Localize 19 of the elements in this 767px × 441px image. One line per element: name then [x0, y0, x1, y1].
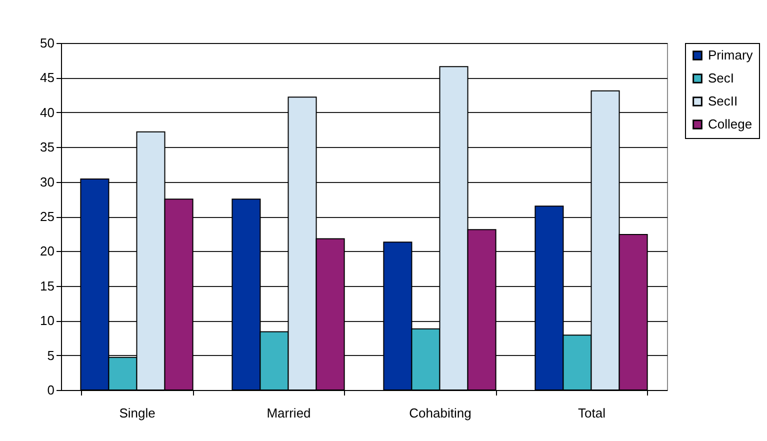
legend-label: Primary [708, 48, 754, 62]
legend-label: SecI [708, 70, 734, 86]
x-tick-label: Married [266, 406, 311, 420]
x-tick-label: Cohabiting [409, 406, 472, 420]
y-tick-label: 30 [40, 174, 54, 190]
y-tick-label: 25 [40, 209, 54, 224]
y-tick-label: 45 [40, 70, 54, 86]
y-tick-label: 35 [40, 140, 54, 155]
x-tick-label: Single [119, 406, 156, 420]
x-tick-label: Total [578, 406, 606, 420]
y-tick-label: 10 [40, 313, 54, 328]
y-tick-label: 20 [40, 244, 54, 259]
y-tick-label: 0 [47, 382, 54, 398]
legend-label: SecII [708, 94, 738, 108]
legend-label: College [708, 116, 752, 132]
y-tick-label: 50 [40, 36, 54, 50]
y-tick-label: 40 [40, 104, 54, 120]
y-tick-label: 15 [40, 278, 54, 294]
y-tick-label: 5 [47, 348, 54, 363]
